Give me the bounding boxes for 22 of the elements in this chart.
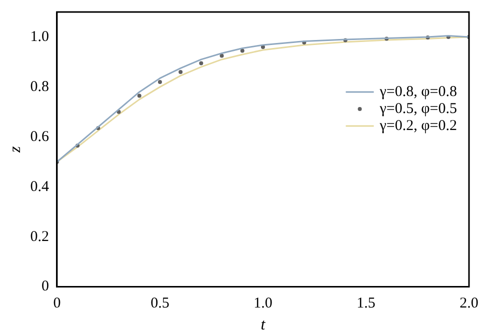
y-tick-label: 0.2 bbox=[30, 228, 49, 245]
x-tick-label: 1.5 bbox=[356, 296, 376, 312]
legend-label: γ=0.2, φ=0.2 bbox=[378, 118, 458, 134]
point bbox=[137, 94, 142, 98]
y-tick-label: 0.4 bbox=[30, 178, 50, 195]
y-tick-label: 1.0 bbox=[30, 28, 49, 45]
point bbox=[199, 61, 204, 66]
point bbox=[158, 80, 162, 84]
y-tick-label: 0.6 bbox=[30, 128, 50, 145]
x-tick-label: 0 bbox=[53, 296, 61, 312]
x-axis-title: t bbox=[260, 316, 266, 334]
point bbox=[220, 54, 224, 58]
point bbox=[178, 70, 183, 74]
legend-label: γ=0.5, φ=0.5 bbox=[378, 100, 458, 117]
x-tick-label: 0.5 bbox=[150, 296, 170, 312]
y-tick-label: 0 bbox=[41, 278, 49, 295]
x-tick-label: 2.0 bbox=[460, 296, 478, 312]
legend-label: γ=0.8, φ=0.8 bbox=[378, 84, 458, 100]
y-tick-label: 0.8 bbox=[30, 78, 49, 95]
x-tick-label: 1.0 bbox=[254, 296, 272, 312]
point bbox=[240, 48, 244, 53]
y-axis-title: z bbox=[6, 146, 24, 154]
